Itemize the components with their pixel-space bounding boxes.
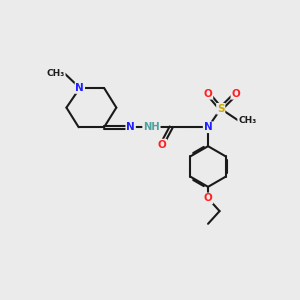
Text: S: S: [217, 104, 224, 114]
Text: O: O: [231, 89, 240, 99]
Text: NH: NH: [143, 122, 160, 132]
Text: O: O: [204, 89, 212, 99]
Text: O: O: [158, 140, 166, 150]
Text: N: N: [204, 122, 212, 132]
Text: N: N: [126, 122, 135, 132]
Text: N: N: [76, 83, 84, 93]
Text: O: O: [204, 194, 212, 203]
Text: CH₃: CH₃: [238, 116, 256, 125]
Text: CH₃: CH₃: [46, 69, 65, 78]
